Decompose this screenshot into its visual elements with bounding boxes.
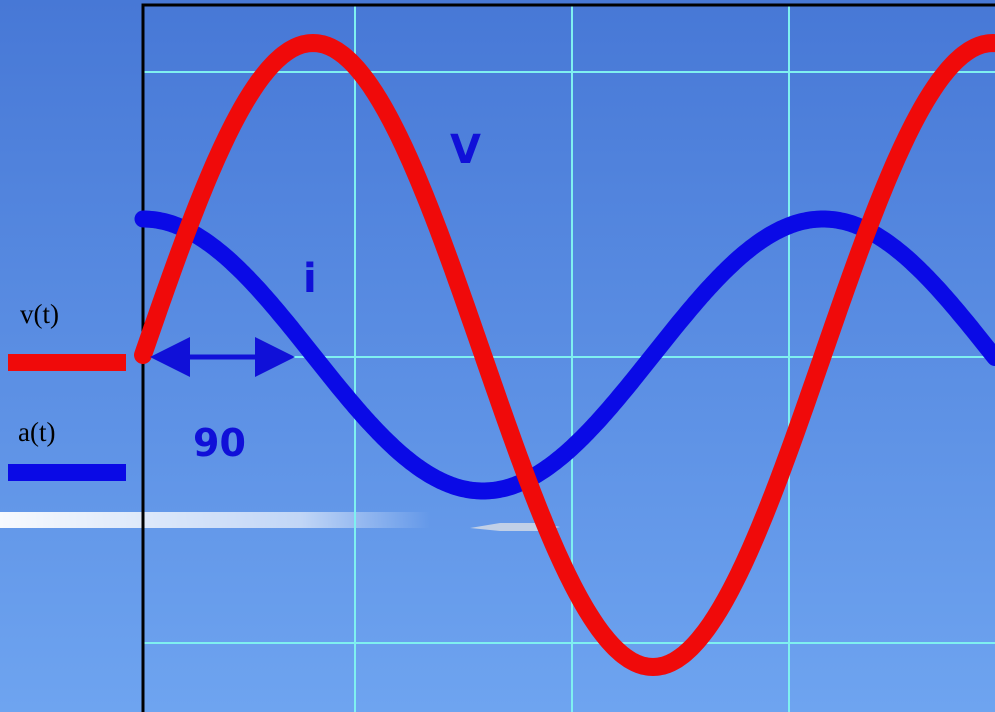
legend-label: v(t) — [20, 299, 59, 329]
legend-swatch — [8, 464, 126, 481]
page: V i 90 v(t) a(t) (() => { const data = J… — [0, 0, 995, 712]
phase-label: 90 — [193, 421, 246, 465]
legend-swatch — [8, 354, 126, 371]
contrail — [0, 512, 430, 528]
current-label: i — [303, 256, 317, 302]
legend-label: a(t) — [18, 417, 55, 447]
voltage-label: V — [450, 127, 481, 173]
slide: V i 90 v(t) a(t) — [0, 0, 995, 712]
